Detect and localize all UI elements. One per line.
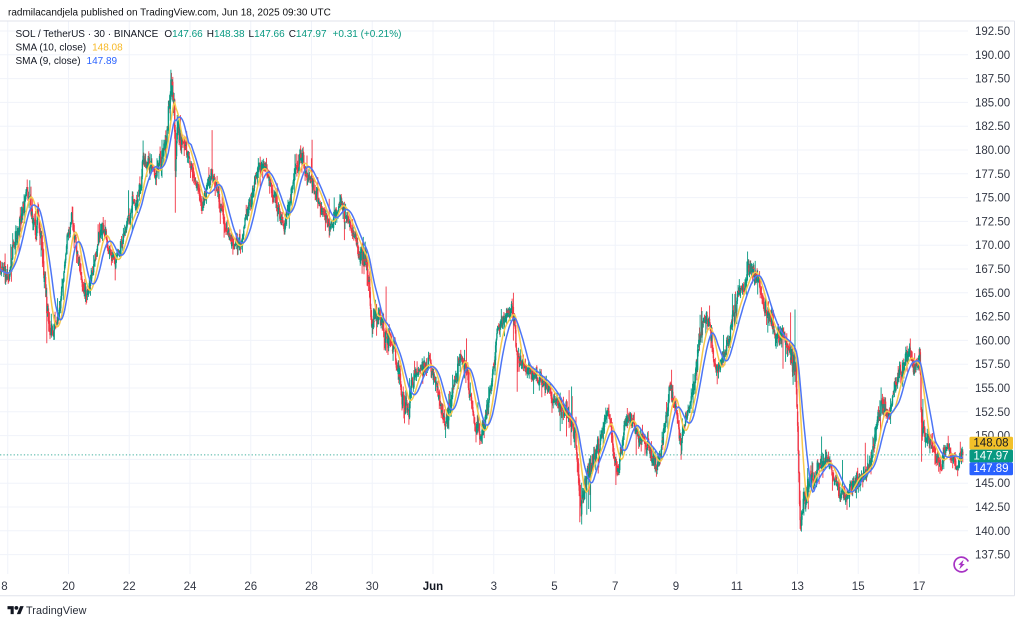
- svg-text:167.50: 167.50: [975, 264, 1010, 276]
- svg-text:TradingView: TradingView: [26, 605, 87, 617]
- svg-text:148.08: 148.08: [973, 438, 1008, 450]
- svg-text:radmilacandjela published on T: radmilacandjela published on TradingView…: [8, 8, 331, 19]
- svg-text:187.50: 187.50: [975, 74, 1010, 86]
- svg-text:24: 24: [184, 581, 197, 593]
- svg-text:152.50: 152.50: [975, 407, 1010, 419]
- svg-text:30: 30: [366, 581, 379, 593]
- svg-text:165.00: 165.00: [975, 288, 1010, 300]
- svg-text:155.00: 155.00: [975, 383, 1010, 395]
- svg-text:5: 5: [551, 581, 557, 593]
- svg-text:9: 9: [673, 581, 679, 593]
- svg-text:147.89: 147.89: [973, 463, 1008, 475]
- svg-text:20: 20: [62, 581, 75, 593]
- svg-text:SMA (9, close)147.89: SMA (9, close) 147.89: [16, 56, 118, 67]
- svg-text:147.97: 147.97: [973, 450, 1008, 462]
- svg-text:SMA (10, close)148.08: SMA (10, close) 148.08: [16, 42, 124, 53]
- svg-text:15: 15: [852, 581, 865, 593]
- svg-text:162.50: 162.50: [975, 312, 1010, 324]
- svg-text:177.50: 177.50: [975, 169, 1010, 181]
- svg-text:192.50: 192.50: [975, 26, 1010, 38]
- svg-text:180.00: 180.00: [975, 145, 1010, 157]
- svg-text:145.00: 145.00: [975, 478, 1010, 490]
- svg-text:Jun: Jun: [423, 581, 443, 593]
- svg-text:182.50: 182.50: [975, 121, 1010, 133]
- svg-text:140.00: 140.00: [975, 526, 1010, 538]
- svg-text:17: 17: [913, 581, 926, 593]
- svg-text:142.50: 142.50: [975, 502, 1010, 514]
- svg-text:22: 22: [123, 581, 136, 593]
- svg-text:28: 28: [305, 581, 318, 593]
- svg-text:170.00: 170.00: [975, 240, 1010, 252]
- svg-text:13: 13: [791, 581, 804, 593]
- svg-text:172.50: 172.50: [975, 216, 1010, 228]
- svg-text:26: 26: [244, 581, 257, 593]
- svg-text:175.00: 175.00: [975, 193, 1010, 205]
- svg-text:11: 11: [731, 581, 743, 593]
- svg-text:190.00: 190.00: [975, 50, 1010, 62]
- svg-text:7: 7: [612, 581, 618, 593]
- svg-text:160.00: 160.00: [975, 335, 1010, 347]
- svg-text:157.50: 157.50: [975, 359, 1010, 371]
- svg-text:185.00: 185.00: [975, 97, 1010, 109]
- svg-text:3: 3: [491, 581, 497, 593]
- svg-text:8: 8: [1, 581, 7, 593]
- svg-text:137.50: 137.50: [975, 550, 1010, 562]
